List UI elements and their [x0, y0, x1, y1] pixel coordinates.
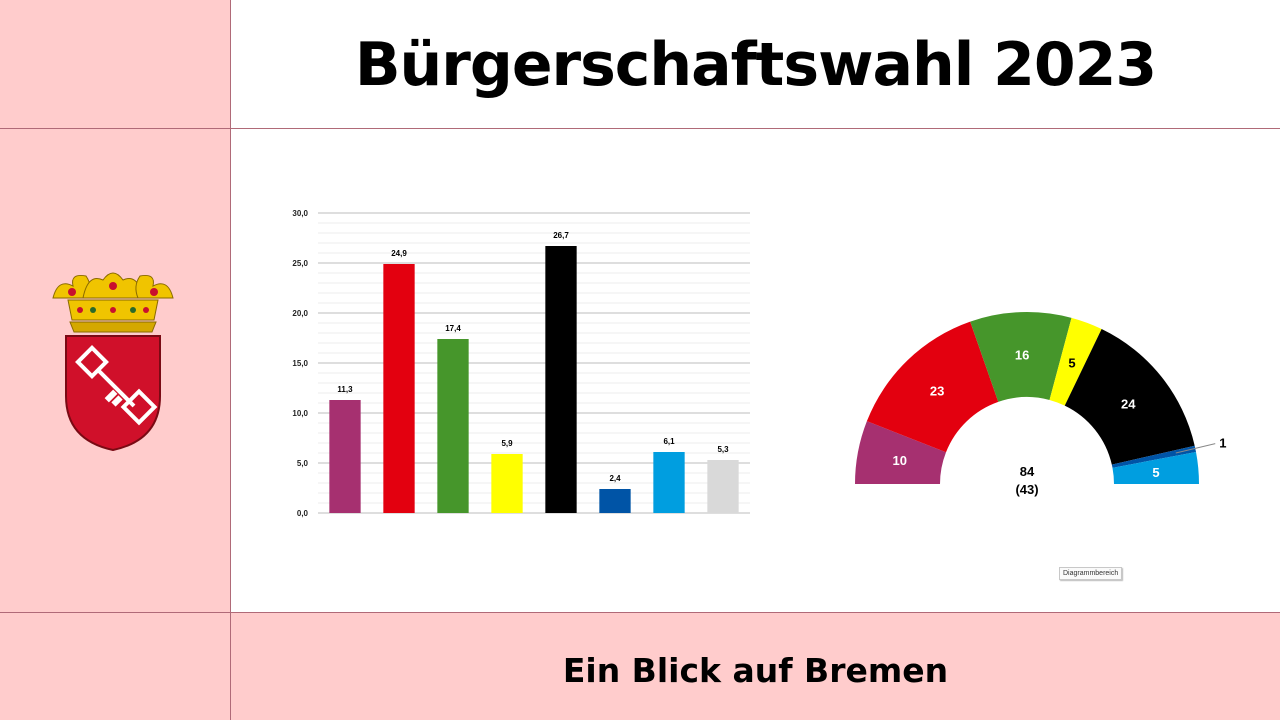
bar — [707, 460, 739, 513]
page-title: Bürgerschaftswahl 2023 — [354, 30, 1157, 100]
bar-data-label: 5,3 — [717, 445, 729, 454]
top-left-cell — [0, 0, 231, 129]
bottom-left-cell — [0, 613, 231, 720]
bar-data-label: 6,1 — [663, 437, 675, 446]
bar — [329, 400, 361, 513]
seat-slice — [970, 312, 1072, 402]
bar-data-label: 24,9 — [391, 249, 407, 258]
seat-majority-label: (43) — [1015, 482, 1038, 497]
seat-leader-line — [1175, 443, 1216, 454]
bar — [599, 489, 631, 513]
seat-slice — [1112, 452, 1199, 484]
seat-label: 16 — [1015, 348, 1029, 363]
bremen-coat-of-arms-icon — [52, 272, 174, 452]
chart-area-tooltip: Diagrammbereich — [1059, 567, 1123, 580]
bottom-divider — [0, 612, 1280, 613]
seat-chart-labels: 10 23 16 5 24 1 5 — [893, 348, 1227, 480]
y-tick-label: 20,0 — [292, 309, 308, 318]
seat-slice — [855, 421, 947, 484]
bar-chart-bars — [329, 246, 739, 513]
top-divider — [0, 128, 1280, 129]
seat-label: 1 — [1219, 436, 1226, 451]
y-tick-label: 30,0 — [292, 209, 308, 218]
seat-label: 24 — [1121, 396, 1136, 411]
bar-data-label: 11,3 — [337, 385, 353, 394]
y-tick-label: 25,0 — [292, 259, 308, 268]
bar-chart-gridlines — [318, 212, 750, 514]
bar-chart-y-axis: 0,0 5,0 10,0 15,0 20,0 25,0 30,0 — [292, 209, 308, 518]
bar-data-label: 17,4 — [445, 324, 461, 333]
vote-share-bar-chart: 0,0 5,0 10,0 15,0 20,0 25,0 30,0 11,3 24,9 17,4 5… — [292, 209, 750, 518]
bar — [437, 339, 469, 513]
y-tick-label: 5,0 — [297, 459, 309, 468]
y-tick-label: 10,0 — [292, 409, 308, 418]
bar — [491, 454, 523, 513]
seat-label: 10 — [893, 453, 907, 468]
y-tick-label: 15,0 — [292, 359, 308, 368]
bar — [653, 452, 685, 513]
seat-total-label: 84 — [1020, 464, 1035, 479]
seat-slice — [866, 321, 999, 453]
bar — [383, 264, 415, 513]
y-tick-label: 0,0 — [297, 509, 309, 518]
bar-data-label: 5,9 — [501, 439, 513, 448]
seat-slice — [1111, 445, 1197, 468]
seat-slice — [1064, 329, 1195, 465]
title-cell — [231, 0, 1280, 129]
bar-chart-data-labels: 11,3 24,9 17,4 5,9 26,7 2,4 6,1 5,3 — [337, 231, 729, 483]
bar — [545, 246, 577, 513]
seat-slice — [1049, 317, 1102, 406]
page-subtitle: Ein Blick auf Bremen — [562, 651, 949, 690]
bar-data-label: 2,4 — [609, 474, 621, 483]
seat-chart-slices — [855, 312, 1199, 484]
vertical-divider — [230, 0, 231, 720]
seat-label: 5 — [1068, 356, 1075, 371]
seat-label: 23 — [930, 384, 944, 399]
seat-label: 5 — [1152, 465, 1159, 480]
subtitle-cell — [231, 613, 1280, 720]
bar-data-label: 26,7 — [553, 231, 569, 240]
seat-distribution-chart: 10 23 16 5 24 1 5 84 (43) — [855, 312, 1227, 497]
